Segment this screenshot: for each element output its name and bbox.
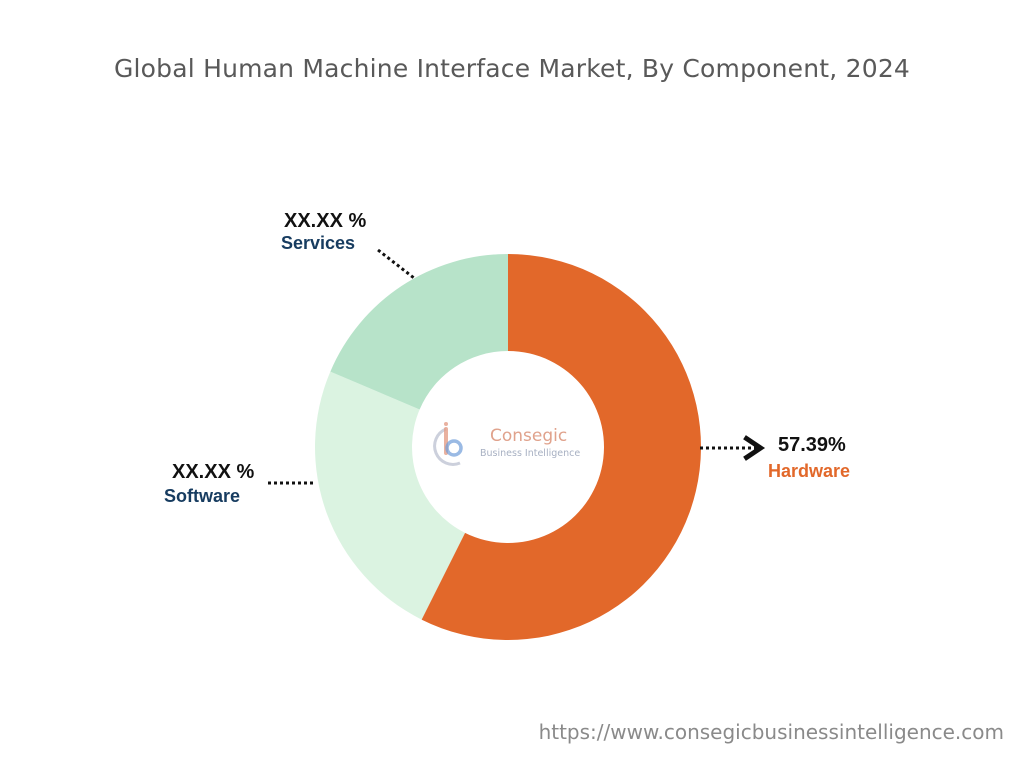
services-value-label: XX.XX % xyxy=(284,210,367,232)
logo-name: Consegic xyxy=(490,426,568,446)
consegic-logo: Consegic Business Intelligence xyxy=(430,415,590,475)
consegic-logo-icon xyxy=(433,422,463,466)
leader-lines xyxy=(268,248,766,485)
hardware-value-label: 57.39% xyxy=(778,434,846,456)
donut-slice-services xyxy=(330,253,508,410)
donut-slice-software xyxy=(315,371,466,620)
leader-line-services xyxy=(377,248,415,280)
donut-slices xyxy=(315,253,701,640)
donut-slice-hardware xyxy=(421,254,701,640)
hardware-category-label: Hardware xyxy=(768,461,851,481)
logo-tagline: Business Intelligence xyxy=(480,448,581,459)
chart-title: Global Human Machine Interface Market, B… xyxy=(113,54,911,83)
software-value-label: XX.XX % xyxy=(172,461,255,483)
software-category-label: Software xyxy=(164,486,241,506)
footer-url[interactable]: https://www.consegicbusinessintelligence… xyxy=(538,720,1004,744)
services-category-label: Services xyxy=(281,233,356,253)
